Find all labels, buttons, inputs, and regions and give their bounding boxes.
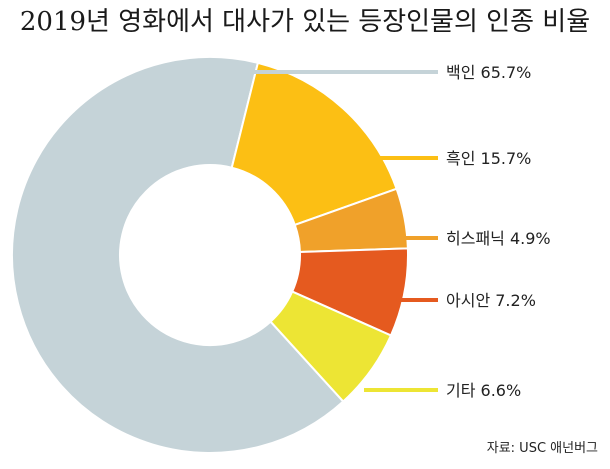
slice-2 xyxy=(230,61,398,227)
slice-1 xyxy=(11,56,345,454)
slice-label-5: 기타 6.6% xyxy=(446,381,521,400)
slice-label-4: 아시안 7.2% xyxy=(446,291,536,310)
slice-label-2: 흑인 15.7% xyxy=(446,149,531,168)
slice-label-1: 백인 65.7% xyxy=(446,63,531,82)
chart-source: 자료: USC 애넌버그 xyxy=(487,441,598,456)
chart-title: 2019년 영화에서 대사가 있는 등장인물의 인종 비율 xyxy=(20,7,590,37)
slice-label-3: 히스패닉 4.9% xyxy=(446,229,551,248)
slice-5 xyxy=(269,290,393,403)
labels-group: 백인 65.7% 흑인 15.7% 히스패닉 4.9% 아시안 7.2% 기타 6.6% xyxy=(446,63,551,400)
slices-group xyxy=(11,56,409,454)
leader-lines-group xyxy=(240,70,438,392)
